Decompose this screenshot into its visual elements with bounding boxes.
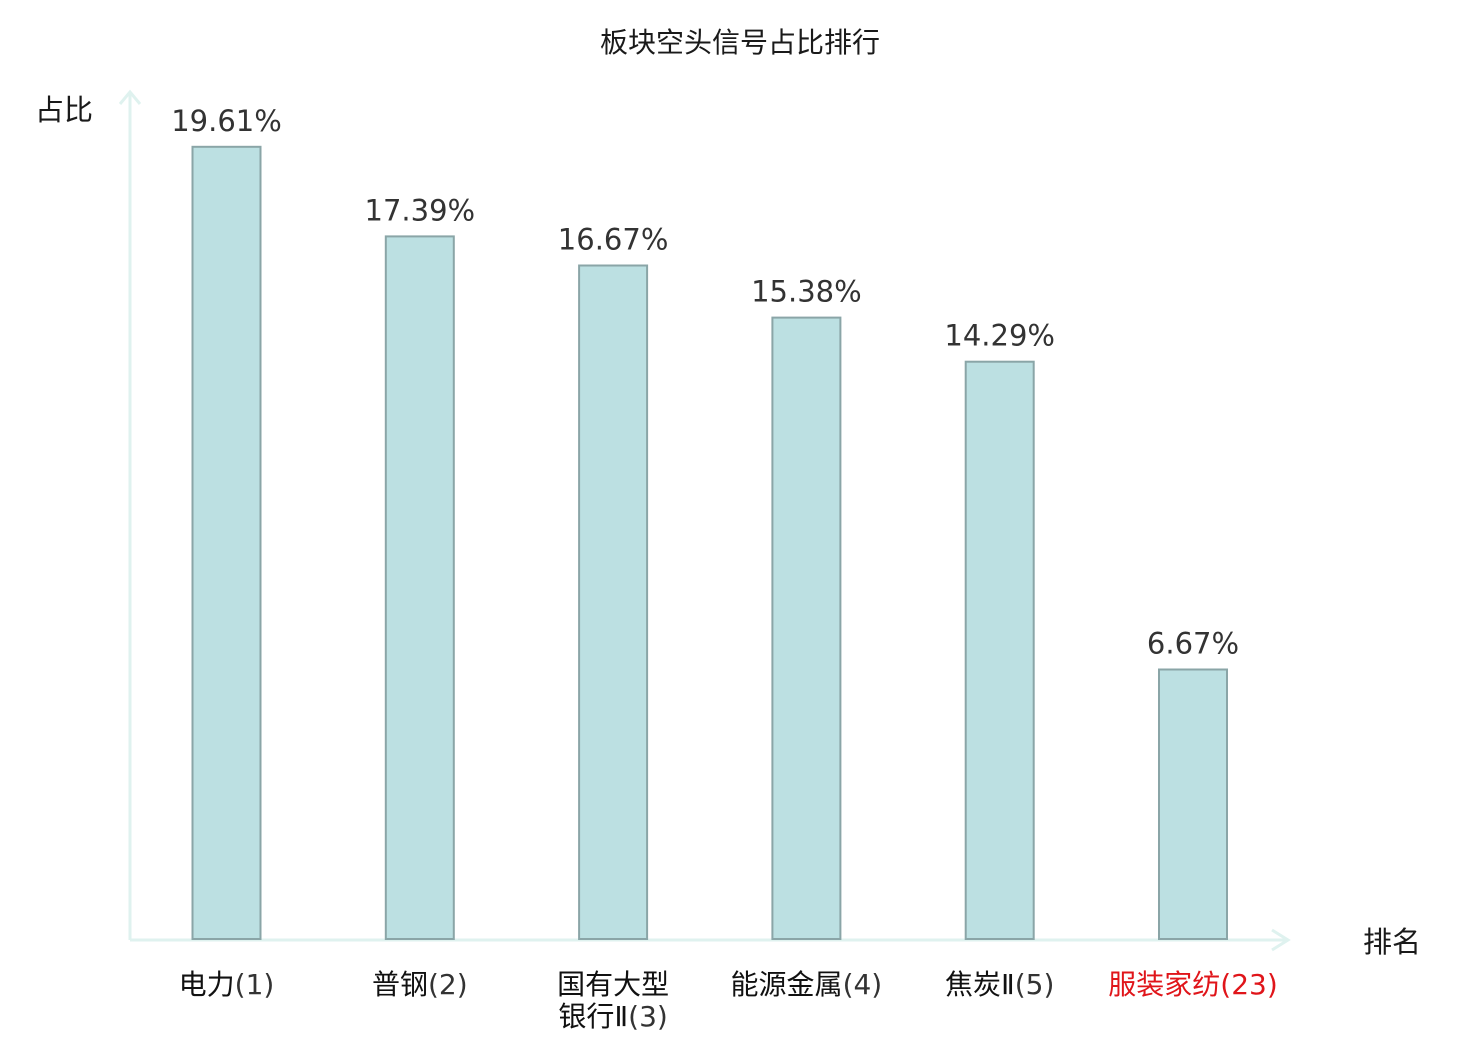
category-label-2-line-1: 银行Ⅱ(3)	[558, 1000, 667, 1033]
category-name: 普钢	[372, 968, 428, 1001]
category-name: 电力	[179, 968, 235, 1001]
category-rank: (23)	[1220, 968, 1277, 1001]
category-label-1: 普钢(2)	[372, 968, 468, 1001]
axes	[118, 89, 1291, 952]
x-axis-arrow-icon	[1271, 928, 1291, 952]
value-label-1: 17.39%	[365, 193, 476, 227]
value-labels-group: 19.61% 17.39% 16.67% 15.38% 14.29% 6.67%	[171, 104, 1239, 661]
category-rank: (3)	[628, 1000, 668, 1033]
category-rank: (2)	[428, 968, 468, 1001]
category-label-0: 电力(1)	[179, 968, 275, 1001]
category-label-4: 焦炭Ⅱ(5)	[945, 968, 1054, 1001]
value-label-5: 6.67%	[1147, 627, 1239, 661]
category-name: 焦炭Ⅱ	[945, 968, 1015, 1001]
category-name: 服装家纺	[1108, 968, 1220, 1001]
category-name: 能源金属	[731, 968, 843, 1001]
bar-3	[771, 316, 842, 941]
bar-5	[1158, 668, 1228, 940]
category-rank: (5)	[1015, 968, 1055, 1001]
bar-2	[578, 264, 649, 940]
category-label-5: 服装家纺(23)	[1108, 968, 1278, 1001]
category-label-2-line-0: 国有大型	[557, 968, 669, 1001]
bar-4	[964, 360, 1035, 940]
bar-0	[191, 145, 262, 941]
category-rank: (1)	[235, 968, 275, 1001]
chart-title: 板块空头信号占比排行	[600, 26, 880, 59]
y-axis-arrow-icon	[118, 89, 142, 105]
category-name: 国有大型	[557, 968, 669, 1001]
value-label-2: 16.67%	[558, 223, 669, 257]
x-axis-label: 排名	[1363, 925, 1421, 959]
category-rank: (4)	[843, 968, 883, 1001]
category-name: 银行Ⅱ	[558, 1000, 628, 1033]
bars-group	[191, 145, 1228, 941]
y-axis-label: 占比	[35, 93, 93, 127]
category-label-3: 能源金属(4)	[731, 968, 883, 1001]
value-label-0: 19.61%	[171, 104, 282, 138]
bar-1	[384, 235, 455, 940]
value-label-4: 14.29%	[944, 319, 1055, 353]
value-label-3: 15.38%	[751, 275, 862, 309]
